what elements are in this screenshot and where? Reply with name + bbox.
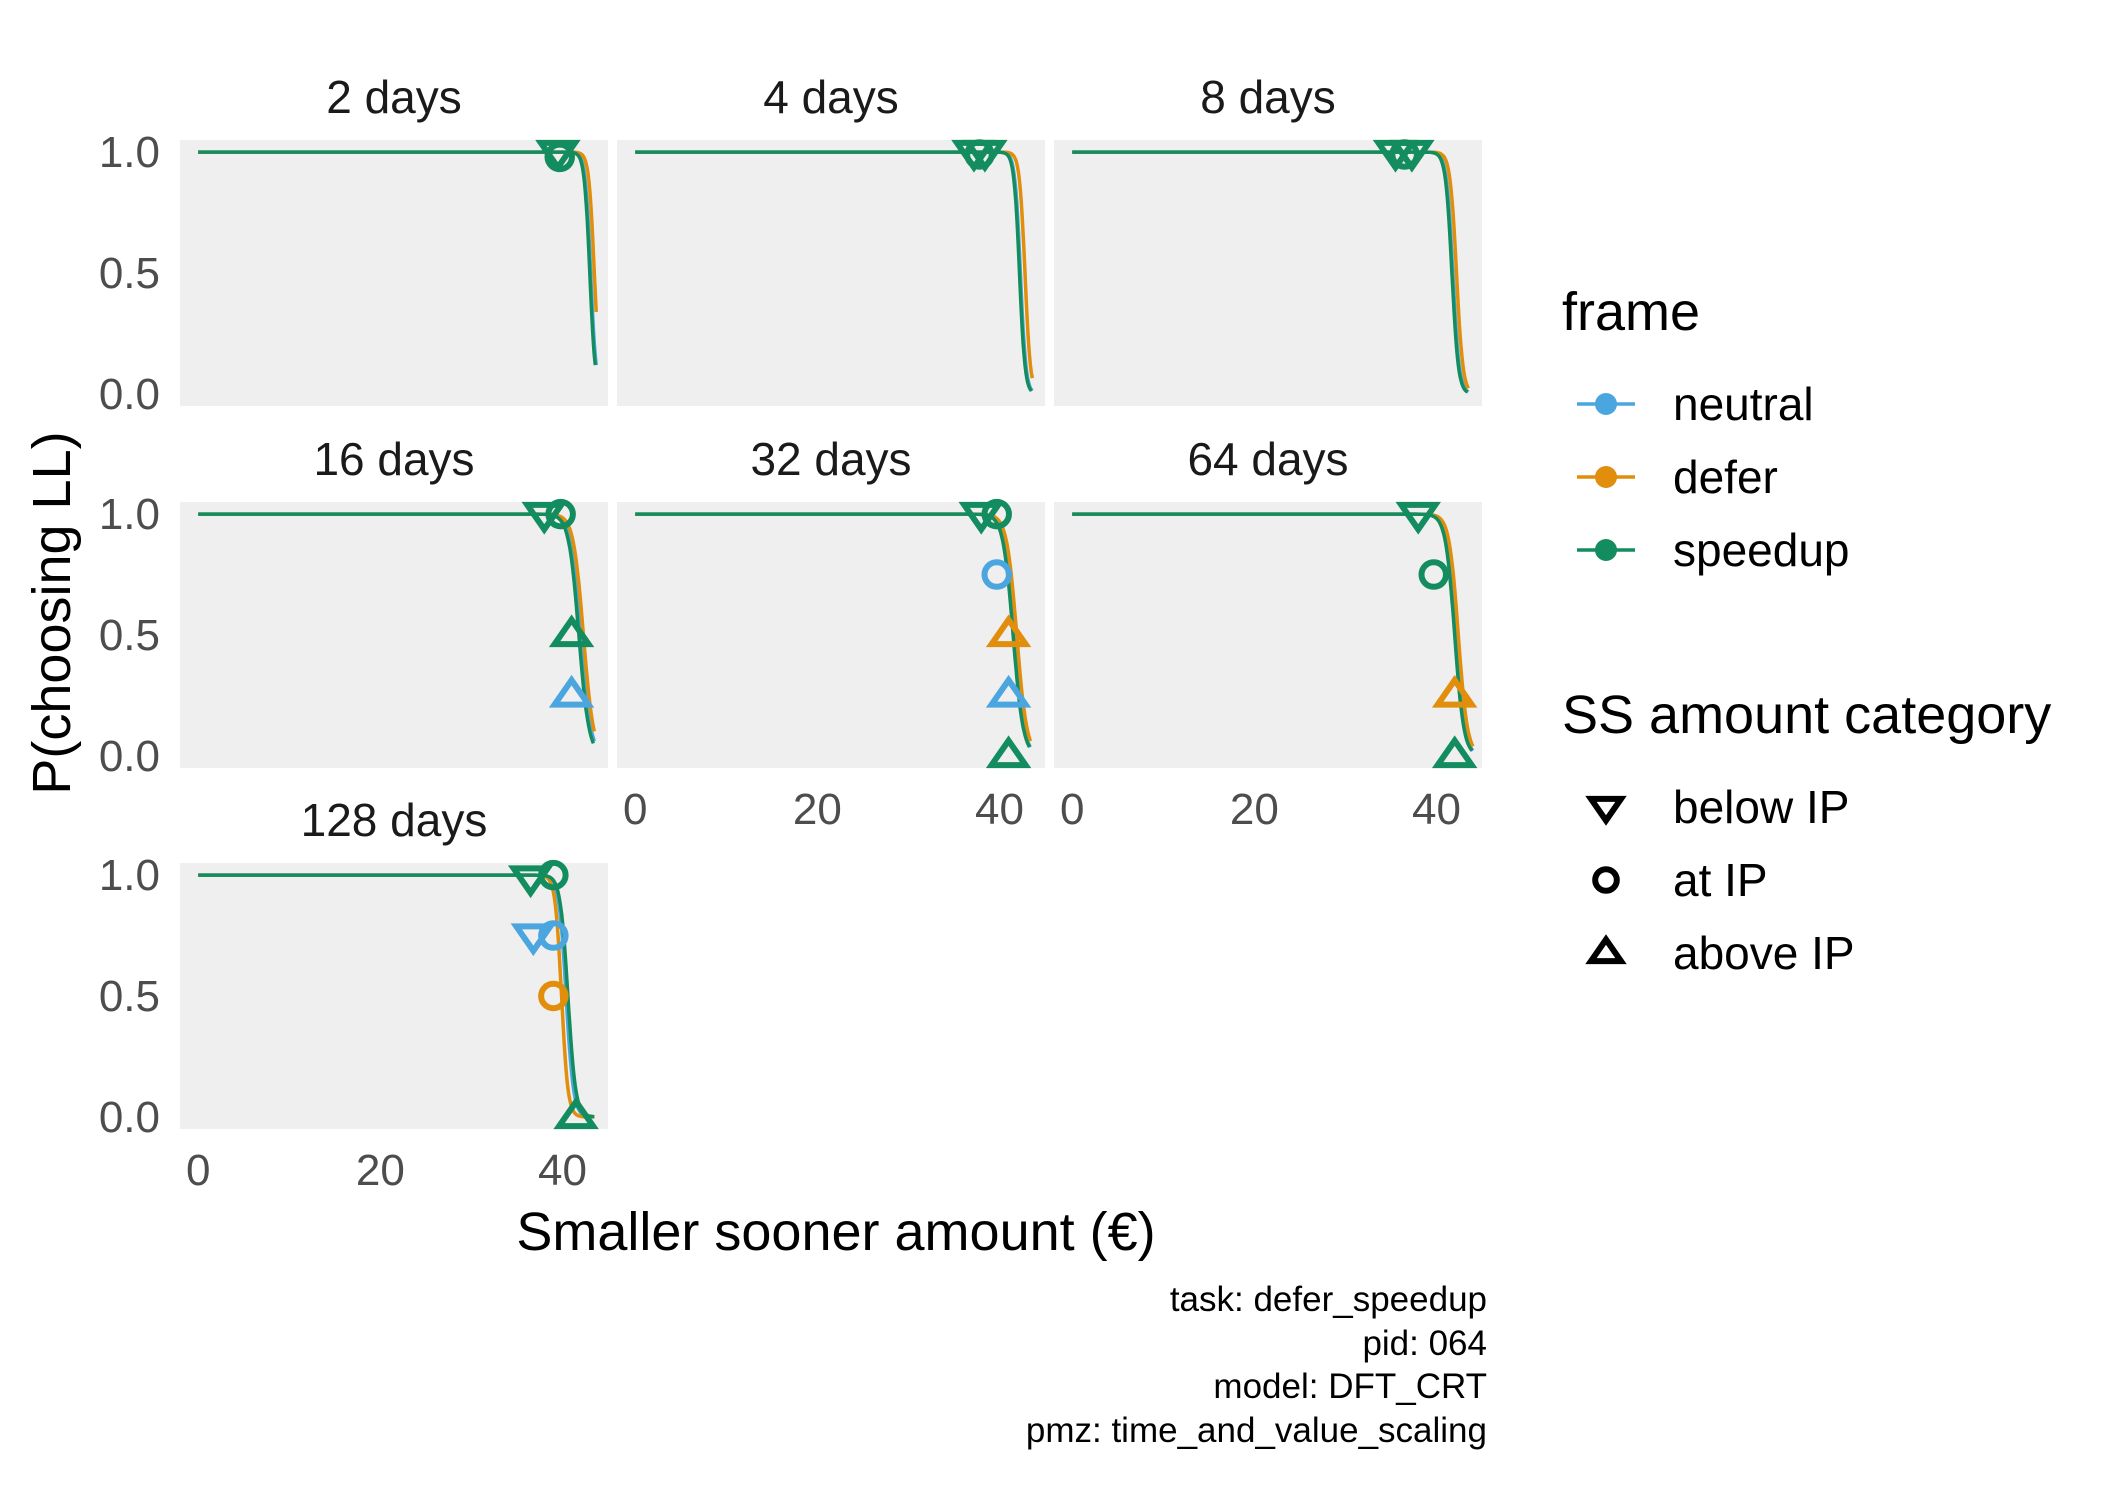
y-tick-label: 1.0 <box>99 851 160 900</box>
x-tick-label: 0 <box>1060 785 1084 834</box>
y-tick-label: 0.0 <box>99 732 160 781</box>
legend-key-at <box>1592 866 1620 894</box>
panel-background <box>617 140 1045 406</box>
facet-title: 2 days <box>326 71 462 123</box>
caption-line: pid: 064 <box>1362 1324 1487 1363</box>
panel-background <box>180 502 608 768</box>
x-tick-label: 40 <box>1412 785 1461 834</box>
point-neutral-at <box>538 920 569 951</box>
panel-background <box>180 863 608 1129</box>
caption: task: defer_speedup pid: 064 model: DFT_… <box>1026 1280 1487 1450</box>
frame-legend-title: frame <box>1562 282 1700 342</box>
x-tick-label: 20 <box>793 785 842 834</box>
point-defer-at <box>538 980 569 1012</box>
x-tick-label: 20 <box>1230 785 1279 834</box>
point-speedup-at <box>538 859 569 891</box>
facet-panel: 64 days 0 20 40 <box>1054 433 1482 834</box>
facet-panel: 16 days 0.0 0.5 1.0 <box>99 433 608 781</box>
point-speedup-below <box>958 501 1004 535</box>
caption-line: model: DFT_CRT <box>1213 1367 1487 1406</box>
frame-legend: frame neutral defer speedup <box>1562 282 1850 576</box>
legend-label-neutral: neutral <box>1673 378 1814 430</box>
point-speedup-at <box>544 141 575 173</box>
facet-panel: 8 days <box>1054 71 1482 406</box>
point-speedup-at <box>981 498 1012 530</box>
panel-background <box>617 502 1045 768</box>
point-neutral-at <box>981 559 1012 590</box>
curve-speedup <box>635 512 1032 748</box>
x-tick-label: 20 <box>356 1146 405 1195</box>
caption-line: task: defer_speedup <box>1170 1280 1487 1319</box>
point-speedup-at <box>1418 559 1449 590</box>
facet-title: 16 days <box>313 433 474 485</box>
facet-panel: 32 days 0 20 40 <box>617 433 1045 834</box>
y-tick-label: 0.5 <box>99 249 160 298</box>
point-speedup-above <box>553 1096 599 1130</box>
y-tick-label: 1.0 <box>99 128 160 177</box>
legend-key-dot <box>1595 539 1617 561</box>
x-axis-title: Smaller sooner amount (€) <box>516 1202 1155 1262</box>
curve-speedup <box>198 150 598 366</box>
facet-title: 32 days <box>750 433 911 485</box>
curve-speedup <box>198 512 596 745</box>
panel-background <box>180 140 608 406</box>
point-speedup-below <box>962 139 1008 173</box>
legend-key-dot <box>1595 466 1617 488</box>
x-tick-label: 0 <box>186 1146 210 1195</box>
point-speedup-below <box>521 501 567 535</box>
legend-label-above: above IP <box>1673 927 1855 979</box>
y-tick-label: 1.0 <box>99 490 160 539</box>
y-tick-label: 0.0 <box>99 1093 160 1142</box>
caption-line: pmz: time_and_value_scaling <box>1026 1411 1487 1450</box>
point-speedup-below <box>507 865 554 899</box>
shape-legend-title: SS amount category <box>1562 685 2051 745</box>
legend-key-dot <box>1595 393 1617 415</box>
point-speedup-below <box>1389 139 1435 173</box>
legend-key-below <box>1585 795 1627 826</box>
legend-label-speedup: speedup <box>1673 524 1850 576</box>
legend-key-above <box>1585 934 1627 965</box>
legend-label-below: below IP <box>1673 781 1849 833</box>
point-neutral-above <box>548 674 595 708</box>
facet-title: 128 days <box>301 794 488 846</box>
facet-panel: 4 days <box>617 71 1045 406</box>
point-speedup-at <box>545 498 576 530</box>
legend-label-defer: defer <box>1673 451 1778 503</box>
point-defer-above <box>985 614 1032 648</box>
point-speedup-below <box>1395 501 1441 535</box>
point-speedup-above <box>985 735 1032 769</box>
point-speedup-above <box>548 614 595 648</box>
point-speedup-above <box>1431 735 1478 769</box>
facet-panel: 128 days 0.0 0.5 1.0 0 20 40 <box>99 794 608 1195</box>
y-tick-label: 0.0 <box>99 370 160 419</box>
legend-label-at: at IP <box>1673 854 1768 906</box>
facet-panels: 2 days 0.0 0.5 1.0 4 days 8 days 16 days 0.0 0.5… <box>99 71 1482 1195</box>
x-tick-label: 40 <box>538 1146 587 1195</box>
facet-title: 64 days <box>1187 433 1348 485</box>
panel-background <box>1054 502 1482 768</box>
curve-speedup <box>198 873 595 1119</box>
facet-title: 4 days <box>763 71 899 123</box>
y-axis-title: P(choosing LL) <box>22 431 82 794</box>
point-defer-above <box>1431 674 1478 708</box>
x-tick-label: 40 <box>975 785 1024 834</box>
x-tick-label: 0 <box>623 785 647 834</box>
y-tick-label: 0.5 <box>99 972 160 1021</box>
shape-legend: SS amount category below IP at IP above IP <box>1562 685 2051 979</box>
facet-title: 8 days <box>1200 71 1336 123</box>
facet-panel: 2 days 0.0 0.5 1.0 <box>99 71 608 419</box>
point-neutral-above <box>985 674 1032 708</box>
y-tick-label: 0.5 <box>99 611 160 660</box>
panel-background <box>1054 140 1482 406</box>
